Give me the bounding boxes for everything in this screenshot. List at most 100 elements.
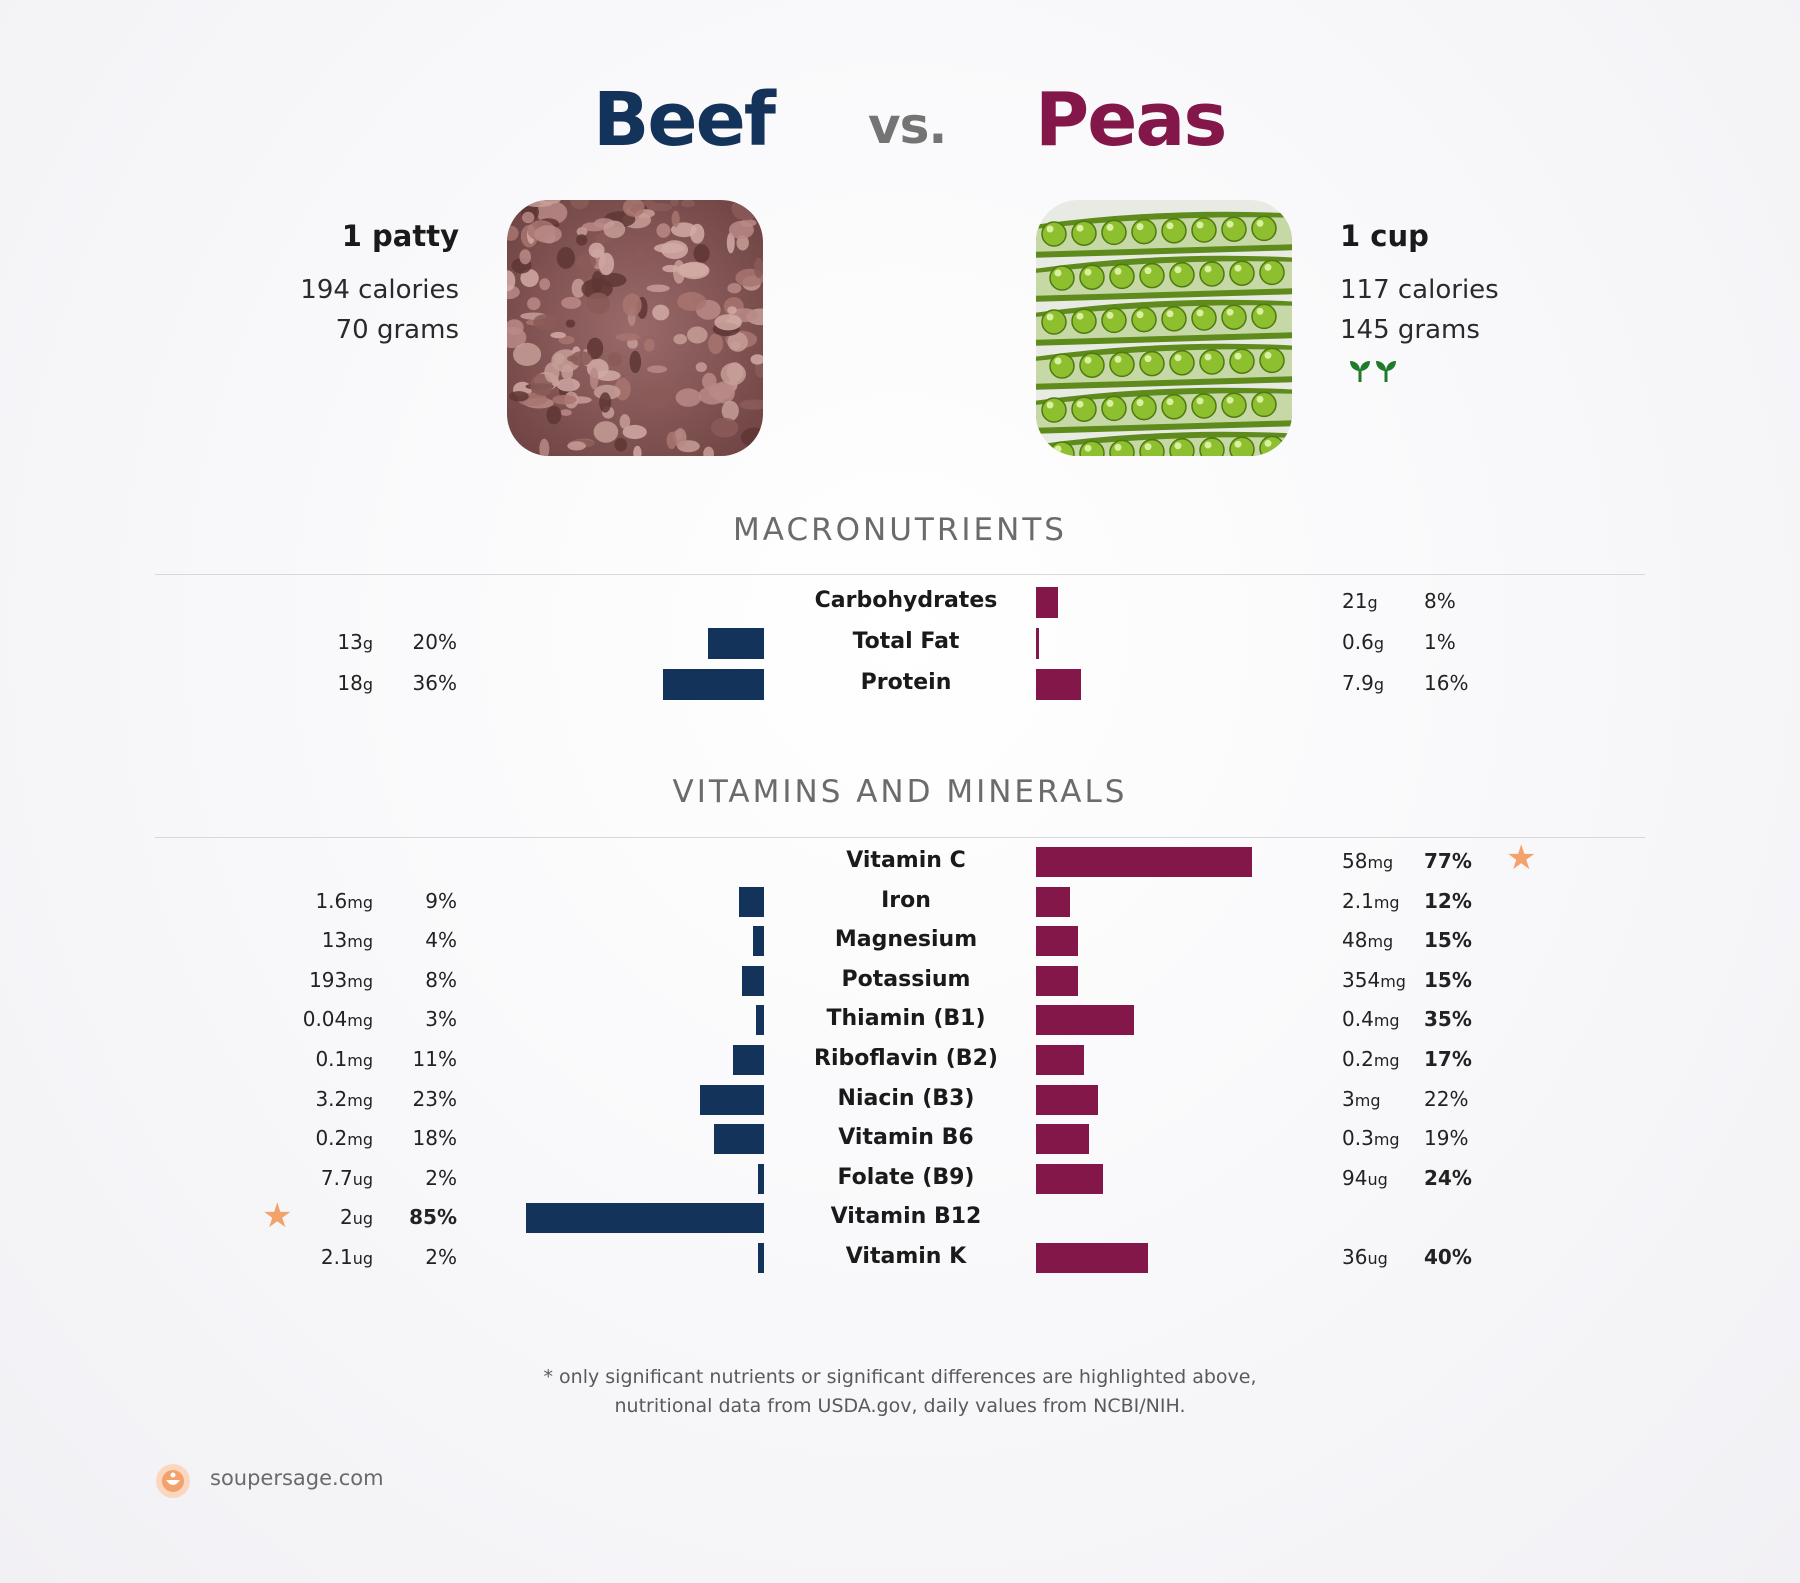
- left-amount-unit: ug: [352, 1249, 373, 1268]
- left-bar: [755, 1005, 764, 1036]
- left-amount: 13mg: [322, 928, 373, 952]
- right-amount-value: 0.3: [1342, 1126, 1374, 1151]
- left-amount-value: 193: [309, 967, 348, 992]
- left-percent: 8%: [425, 967, 457, 992]
- vitamins-divider: [155, 837, 1645, 838]
- nutrient-label: Riboflavin (B2): [814, 1046, 998, 1071]
- left-amount: 0.2mg: [315, 1126, 373, 1150]
- left-amount-value: 2: [339, 1205, 353, 1230]
- left-amount-unit: mg: [347, 1090, 373, 1110]
- nutrient-label: Vitamin B6: [838, 1125, 974, 1151]
- right-bar: [1036, 1243, 1148, 1273]
- left-amount: 18g: [337, 671, 373, 695]
- left-bar: [758, 1243, 764, 1273]
- left-amount-unit: mg: [347, 932, 373, 952]
- left-amount-unit: ug: [352, 1169, 373, 1189]
- vitamins-title: VITAMINS AND MINERALS: [672, 774, 1128, 810]
- nutrient-label: Iron: [881, 887, 931, 913]
- right-grams: 145 grams: [1340, 315, 1480, 345]
- right-percent: 15%: [1424, 967, 1472, 992]
- right-amount-value: 3: [1342, 1086, 1355, 1111]
- right-amount: 2.1mg: [1342, 889, 1400, 913]
- right-amount-value: 2.1: [1342, 888, 1374, 913]
- left-amount-unit: mg: [347, 1130, 373, 1150]
- right-amount-value: 21: [1342, 589, 1368, 613]
- right-bar: [1036, 1005, 1134, 1036]
- right-percent: 12%: [1424, 888, 1472, 913]
- left-amount-unit: mg: [347, 971, 373, 991]
- left-bar: [758, 1163, 764, 1194]
- right-bar: [1036, 668, 1081, 700]
- star-icon: ★: [1506, 839, 1537, 877]
- left-bar: [713, 1124, 764, 1155]
- left-grams: 70 grams: [335, 315, 459, 345]
- left-bar: [663, 668, 764, 700]
- right-percent: 40%: [1424, 1245, 1472, 1269]
- right-amount: 0.6g: [1342, 630, 1384, 654]
- left-calories: 194 calories: [300, 275, 459, 305]
- footnote-line-2: nutritional data from USDA.gov, daily va…: [614, 1395, 1186, 1417]
- left-percent: 20%: [412, 630, 457, 654]
- right-amount-unit: mg: [1373, 892, 1400, 912]
- left-percent: 2%: [425, 1245, 457, 1269]
- right-percent: 8%: [1424, 589, 1456, 613]
- right-percent: 16%: [1424, 671, 1469, 695]
- left-bar: [708, 627, 764, 659]
- right-amount-unit: mg: [1373, 1011, 1400, 1031]
- right-serving: 1 cup: [1340, 219, 1429, 253]
- right-percent: 77%: [1424, 849, 1472, 873]
- left-amount-value: 13: [337, 630, 363, 654]
- right-amount: 7.9g: [1342, 671, 1384, 695]
- peas-image: [1036, 200, 1292, 456]
- left-bar: [699, 1084, 764, 1115]
- nutrient-label: Potassium: [841, 966, 971, 992]
- right-percent: 19%: [1424, 1126, 1469, 1151]
- left-percent: 23%: [412, 1086, 457, 1111]
- right-amount-unit: g: [1373, 675, 1384, 694]
- right-amount-value: 0.2: [1342, 1047, 1374, 1071]
- left-amount: 1.6mg: [315, 889, 373, 913]
- right-amount: 21g: [1342, 589, 1378, 613]
- right-bar: [1036, 627, 1039, 659]
- left-bar: [741, 965, 764, 996]
- left-amount-value: 7.7: [320, 1165, 353, 1190]
- nutrient-label: Niacin (B3): [837, 1085, 975, 1111]
- left-amount-value: 3.2: [315, 1086, 348, 1111]
- nutrient-label: Folate (B9): [837, 1164, 975, 1190]
- right-amount: 3mg: [1342, 1087, 1380, 1111]
- right-bar: [1036, 965, 1078, 996]
- left-amount-value: 1.6: [315, 888, 348, 913]
- right-amount-value: 94: [1342, 1165, 1368, 1190]
- beef-image: [507, 200, 763, 456]
- right-bar: [1036, 926, 1078, 957]
- left-amount: 193mg: [309, 968, 373, 992]
- left-percent: 2%: [425, 1165, 457, 1190]
- nutrient-label: Vitamin C: [846, 848, 966, 873]
- left-percent: 18%: [412, 1126, 457, 1151]
- right-amount: 0.2mg: [1342, 1047, 1400, 1071]
- nutrient-label: Magnesium: [834, 927, 978, 953]
- left-amount-value: 2.1: [320, 1245, 353, 1269]
- left-bar: [526, 1203, 764, 1234]
- left-percent: 36%: [412, 671, 457, 695]
- right-bar: [1036, 1124, 1090, 1155]
- right-percent: 22%: [1424, 1086, 1469, 1111]
- right-bar: [1036, 586, 1059, 618]
- macronutrients-title: MACRONUTRIENTS: [733, 512, 1067, 548]
- right-amount-value: 48: [1342, 928, 1368, 953]
- right-amount-unit: mg: [1367, 932, 1394, 952]
- left-serving: 1 patty: [341, 219, 459, 253]
- right-food-title: Peas: [1035, 77, 1227, 163]
- left-percent: 3%: [425, 1007, 457, 1032]
- brand-name[interactable]: soupersage.com: [210, 1466, 384, 1490]
- right-percent: 24%: [1424, 1165, 1472, 1190]
- vs-label: vs.: [868, 97, 947, 155]
- right-amount: 0.4mg: [1342, 1007, 1400, 1031]
- left-amount: 13g: [337, 630, 373, 654]
- left-amount-value: 0.2: [315, 1126, 348, 1151]
- soupersage-logo-icon: [155, 1463, 191, 1499]
- nutrient-label: Carbohydrates: [814, 588, 998, 613]
- left-bar: [733, 1045, 764, 1075]
- right-percent: 17%: [1424, 1047, 1472, 1071]
- right-amount: 48mg: [1342, 928, 1393, 952]
